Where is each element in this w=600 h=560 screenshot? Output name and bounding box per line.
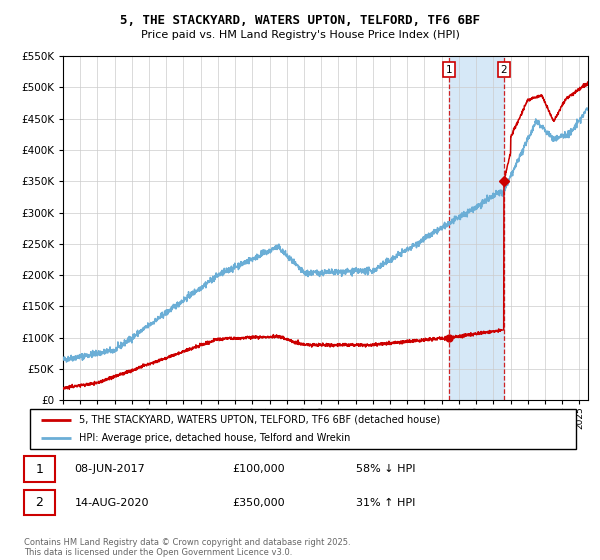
Text: 2: 2 bbox=[35, 496, 43, 509]
Text: 2: 2 bbox=[500, 64, 508, 74]
Text: £350,000: £350,000 bbox=[232, 498, 285, 508]
Text: 5, THE STACKYARD, WATERS UPTON, TELFORD, TF6 6BF (detached house): 5, THE STACKYARD, WATERS UPTON, TELFORD,… bbox=[79, 415, 440, 424]
Text: 08-JUN-2017: 08-JUN-2017 bbox=[74, 464, 145, 474]
Text: HPI: Average price, detached house, Telford and Wrekin: HPI: Average price, detached house, Telf… bbox=[79, 433, 350, 443]
Bar bbox=[23, 456, 55, 482]
Text: 5, THE STACKYARD, WATERS UPTON, TELFORD, TF6 6BF: 5, THE STACKYARD, WATERS UPTON, TELFORD,… bbox=[120, 14, 480, 27]
Text: £100,000: £100,000 bbox=[232, 464, 285, 474]
Bar bbox=[449, 56, 504, 400]
Text: 1: 1 bbox=[35, 463, 43, 475]
Text: 58% ↓ HPI: 58% ↓ HPI bbox=[356, 464, 416, 474]
Text: Price paid vs. HM Land Registry's House Price Index (HPI): Price paid vs. HM Land Registry's House … bbox=[140, 30, 460, 40]
Text: 31% ↑ HPI: 31% ↑ HPI bbox=[356, 498, 416, 508]
Text: Contains HM Land Registry data © Crown copyright and database right 2025.
This d: Contains HM Land Registry data © Crown c… bbox=[24, 538, 350, 557]
Text: 1: 1 bbox=[446, 64, 452, 74]
Text: 14-AUG-2020: 14-AUG-2020 bbox=[74, 498, 149, 508]
Bar bbox=[23, 490, 55, 515]
